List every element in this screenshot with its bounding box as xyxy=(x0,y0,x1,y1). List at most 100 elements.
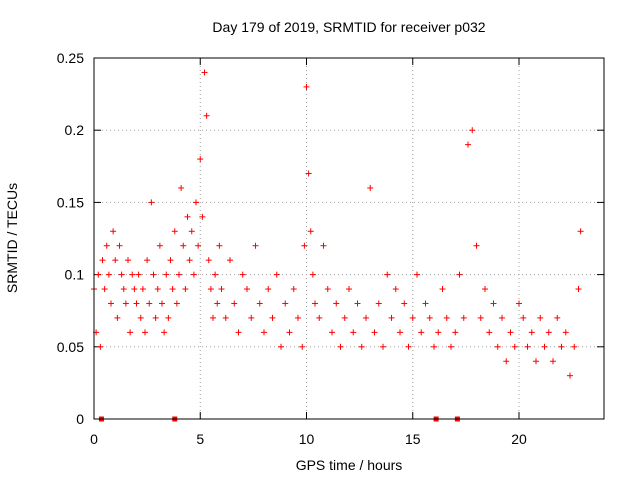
data-point xyxy=(216,242,223,249)
data-point xyxy=(190,271,197,278)
data-point xyxy=(101,286,108,293)
data-point xyxy=(477,314,484,321)
data-point xyxy=(108,300,114,307)
data-point xyxy=(537,314,544,321)
data-point xyxy=(222,314,229,321)
y-tick-label: 0.25 xyxy=(57,50,84,66)
data-point xyxy=(112,257,119,264)
data-point xyxy=(165,314,172,321)
data-point xyxy=(299,343,306,350)
data-point xyxy=(443,314,450,321)
data-point xyxy=(120,286,127,293)
data-point xyxy=(486,329,493,336)
data-point xyxy=(273,271,280,278)
data-point xyxy=(203,112,210,119)
data-point xyxy=(312,300,318,307)
y-axis-label: SRMTID / TECUs xyxy=(4,183,20,293)
data-point xyxy=(401,300,408,307)
data-point xyxy=(388,314,395,321)
data-point xyxy=(205,257,212,264)
data-point xyxy=(248,314,255,321)
data-point xyxy=(199,213,206,220)
data-point xyxy=(409,314,416,321)
data-point xyxy=(418,329,425,336)
data-point xyxy=(520,314,527,321)
data-point xyxy=(305,170,312,177)
data-point xyxy=(159,300,165,307)
data-point xyxy=(384,271,391,278)
data-point xyxy=(110,228,117,235)
data-point xyxy=(528,329,535,336)
data-point xyxy=(499,314,505,321)
data-point xyxy=(178,184,185,191)
y-tick-label: 0.05 xyxy=(57,339,84,355)
data-point xyxy=(371,329,378,336)
data-point xyxy=(363,314,369,321)
data-point xyxy=(167,257,174,264)
data-point xyxy=(195,242,202,249)
data-point xyxy=(173,300,180,307)
data-point xyxy=(320,242,327,249)
data-point xyxy=(303,83,310,90)
data-point xyxy=(282,300,289,307)
data-point xyxy=(392,286,399,293)
data-point xyxy=(367,184,374,191)
data-point xyxy=(414,271,420,278)
data-point xyxy=(235,329,242,336)
data-point xyxy=(545,329,552,336)
data-point xyxy=(452,329,459,336)
data-point xyxy=(146,300,153,307)
data-point xyxy=(256,300,263,307)
data-point xyxy=(307,228,314,235)
data-point xyxy=(176,271,182,278)
data-point xyxy=(269,314,276,321)
data-point xyxy=(494,343,501,350)
data-point xyxy=(337,343,344,350)
y-tick-label: 0 xyxy=(76,411,84,427)
data-point xyxy=(150,271,157,278)
data-point xyxy=(169,286,176,293)
x-tick-label: 5 xyxy=(196,431,204,447)
data-point xyxy=(422,300,429,307)
data-point xyxy=(380,343,386,350)
data-point xyxy=(97,343,104,350)
data-point xyxy=(456,271,463,278)
data-point xyxy=(465,141,471,148)
x-axis-label: GPS time / hours xyxy=(296,457,403,473)
data-point xyxy=(137,314,144,321)
data-point xyxy=(186,257,193,264)
data-point xyxy=(197,156,204,163)
data-point xyxy=(201,69,208,76)
data-point xyxy=(405,343,412,350)
data-point xyxy=(290,286,297,293)
x-tick-label: 20 xyxy=(511,431,527,447)
y-tick-label: 0.15 xyxy=(57,194,84,210)
data-point xyxy=(346,286,352,293)
data-point xyxy=(533,358,539,365)
data-point xyxy=(265,286,272,293)
data-point xyxy=(180,242,187,249)
data-point xyxy=(426,314,433,321)
data-point xyxy=(244,286,250,293)
data-point xyxy=(541,343,548,350)
data-point xyxy=(350,329,357,336)
data-point xyxy=(316,314,323,321)
data-point xyxy=(182,286,189,293)
data-point xyxy=(301,242,308,249)
data-point xyxy=(341,314,348,321)
data-point xyxy=(516,300,522,307)
data-point xyxy=(575,286,582,293)
data-point xyxy=(103,242,110,249)
data-point xyxy=(207,286,214,293)
data-point xyxy=(482,286,488,293)
y-tick-label: 0.2 xyxy=(65,122,85,138)
data-point xyxy=(142,329,148,336)
data-point xyxy=(375,300,382,307)
data-point xyxy=(435,329,442,336)
data-point xyxy=(116,242,123,249)
data-point xyxy=(473,242,480,249)
chart-title: Day 179 of 2019, SRMTID for receiver p03… xyxy=(212,19,485,35)
data-point xyxy=(295,314,301,321)
chart-axes: 0 0.05 0.1 0.15 0.2 0.25 0 5 10 15 20 xyxy=(57,50,604,447)
data-point xyxy=(261,329,267,336)
